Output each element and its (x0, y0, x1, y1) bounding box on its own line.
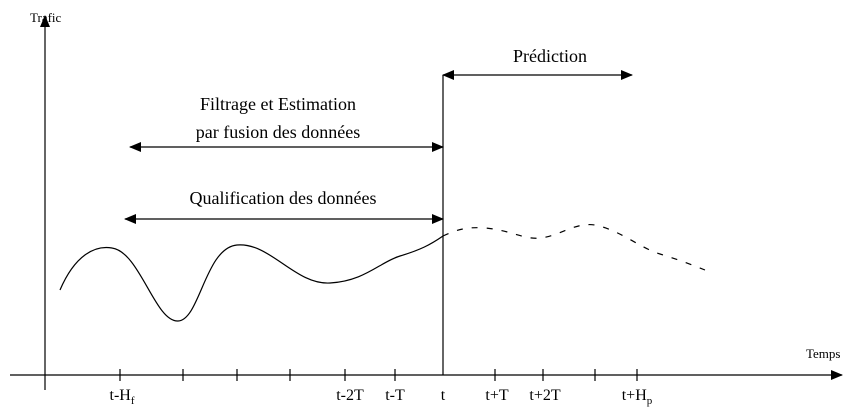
tick-label: t-2T (336, 387, 364, 404)
tick-subscript: f (131, 395, 135, 407)
tick-text: t+H (622, 387, 647, 404)
tick-label: t (441, 387, 446, 404)
y-axis-label: Trafic (30, 10, 62, 25)
tick-label: t-T (385, 387, 405, 404)
x-ticks (119, 369, 638, 381)
tick-text: t-2T (336, 387, 364, 404)
tick-label: t-Hf (110, 387, 135, 407)
tick-label: t+Hp (622, 387, 653, 407)
tick-text: t+2T (529, 387, 560, 404)
tick-text: t+T (485, 387, 508, 404)
tick-text: t-H (110, 387, 132, 404)
qualification-label: Qualification des données (190, 188, 377, 208)
tick-label: t+T (485, 387, 508, 404)
traffic-curve (59, 235, 444, 322)
tick-text: t (441, 387, 446, 404)
filtering-label: par fusion des données (196, 122, 360, 142)
tick-label: t+2T (529, 387, 560, 404)
filtering-label: Filtrage et Estimation (200, 94, 356, 114)
prediction-curve (442, 224, 706, 271)
x-axis-label: Temps (806, 346, 840, 361)
tick-text: t-T (385, 387, 405, 404)
prediction-label: Prédiction (513, 46, 587, 66)
tick-subscript: p (647, 395, 653, 407)
